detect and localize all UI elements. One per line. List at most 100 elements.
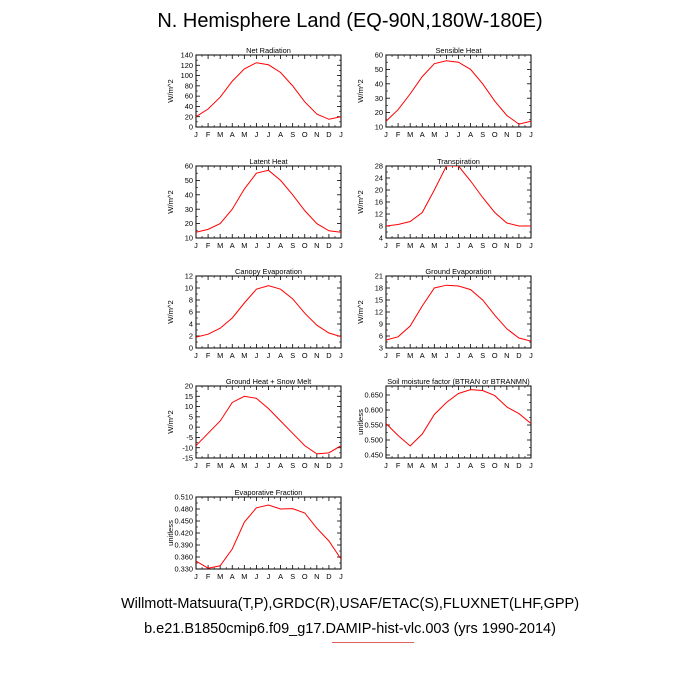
x-tick-label: S (290, 241, 295, 250)
x-tick-label: M (241, 351, 247, 360)
panel-title: Evaporative Fraction (235, 488, 303, 497)
panel-title: Latent Heat (249, 157, 287, 166)
x-tick-label: F (396, 351, 401, 360)
y-tick-label: -15 (182, 454, 193, 463)
y-tick-label: 30 (375, 94, 383, 103)
x-tick-label: A (420, 351, 425, 360)
x-tick-label: J (255, 461, 259, 470)
x-tick-label: O (492, 461, 498, 470)
y-axis-label: W/m^2 (356, 300, 365, 323)
y-tick-label: 15 (185, 392, 193, 401)
y-tick-label: 0 (189, 123, 193, 132)
y-tick-label: 15 (375, 296, 383, 305)
x-tick-label: M (241, 461, 247, 470)
x-tick-label: O (302, 572, 308, 581)
x-tick-label: F (396, 461, 401, 470)
panel-title: Ground Evaporation (425, 267, 491, 276)
y-tick-label: 0.500 (365, 436, 384, 445)
x-tick-label: J (339, 572, 343, 581)
x-tick-label: N (314, 241, 319, 250)
x-tick-label: J (339, 130, 343, 139)
x-tick-label: N (504, 130, 509, 139)
x-tick-label: N (314, 461, 319, 470)
panel-title: Ground Heat + Snow Melt (226, 377, 311, 386)
x-tick-label: N (314, 130, 319, 139)
y-tick-label: 10 (185, 284, 193, 293)
panel-title: Transpiration (437, 157, 480, 166)
y-tick-label: 20 (375, 108, 383, 117)
y-tick-label: 0.600 (365, 406, 384, 415)
x-tick-label: O (492, 241, 498, 250)
y-tick-label: 0.360 (175, 553, 194, 562)
x-tick-label: M (431, 351, 437, 360)
x-tick-label: M (407, 130, 413, 139)
y-tick-label: 9 (379, 320, 383, 329)
x-tick-label: M (217, 572, 223, 581)
y-tick-label: 8 (189, 296, 193, 305)
x-tick-label: M (431, 130, 437, 139)
x-tick-label: A (420, 130, 425, 139)
y-tick-label: 0.390 (175, 541, 194, 550)
x-tick-label: M (431, 241, 437, 250)
x-tick-label: J (255, 241, 259, 250)
x-tick-label: A (468, 130, 473, 139)
x-tick-label: J (384, 130, 388, 139)
plot-frame (195, 275, 342, 349)
x-tick-label: N (314, 351, 319, 360)
x-tick-label: D (516, 241, 521, 250)
y-tick-label: 20 (185, 219, 193, 228)
y-tick-label: 60 (185, 92, 193, 101)
y-tick-label: 24 (375, 174, 383, 183)
x-tick-label: A (230, 351, 235, 360)
x-tick-label: J (457, 130, 461, 139)
y-tick-label: 10 (185, 402, 193, 411)
x-tick-label: S (290, 130, 295, 139)
x-tick-label: M (217, 241, 223, 250)
x-tick-label: D (326, 241, 331, 250)
y-axis-label: W/m^2 (356, 79, 365, 102)
x-tick-label: F (396, 241, 401, 250)
plot-frame (195, 165, 342, 239)
y-tick-label: 18 (375, 284, 383, 293)
x-tick-label: D (326, 461, 331, 470)
plot-frame (385, 275, 532, 349)
series-line (386, 389, 531, 447)
x-tick-label: S (480, 130, 485, 139)
x-tick-label: S (290, 351, 295, 360)
x-tick-label: J (255, 351, 259, 360)
x-tick-label: N (504, 351, 509, 360)
y-tick-label: -5 (186, 433, 193, 442)
y-tick-label: 8 (379, 222, 383, 231)
y-tick-label: 30 (185, 205, 193, 214)
x-tick-label: S (480, 351, 485, 360)
x-tick-label: M (241, 130, 247, 139)
y-tick-label: 120 (181, 61, 193, 70)
y-tick-label: 6 (379, 332, 383, 341)
chart-panel-9: J F M A M J J A S O N D J0.3300.3600.3900.4200.4500.… (166, 488, 343, 581)
y-tick-label: 0.420 (175, 529, 194, 538)
x-tick-label: O (302, 351, 308, 360)
x-tick-label: J (445, 351, 449, 360)
x-tick-label: A (278, 351, 283, 360)
x-tick-label: J (445, 241, 449, 250)
x-tick-label: J (529, 241, 533, 250)
x-tick-label: M (407, 351, 413, 360)
y-tick-label: 20 (185, 382, 193, 391)
x-tick-label: S (290, 572, 295, 581)
series-line (386, 60, 531, 125)
y-tick-label: 50 (185, 176, 193, 185)
x-tick-label: A (278, 130, 283, 139)
x-tick-label: M (241, 572, 247, 581)
series-line (196, 504, 341, 569)
y-tick-label: 60 (185, 162, 193, 171)
x-tick-label: J (384, 461, 388, 470)
x-tick-label: O (302, 461, 308, 470)
x-tick-label: M (431, 461, 437, 470)
y-tick-label: 60 (375, 51, 383, 60)
x-tick-label: O (492, 130, 498, 139)
x-tick-label: J (457, 461, 461, 470)
y-tick-label: 3 (379, 344, 383, 353)
x-tick-label: M (217, 351, 223, 360)
